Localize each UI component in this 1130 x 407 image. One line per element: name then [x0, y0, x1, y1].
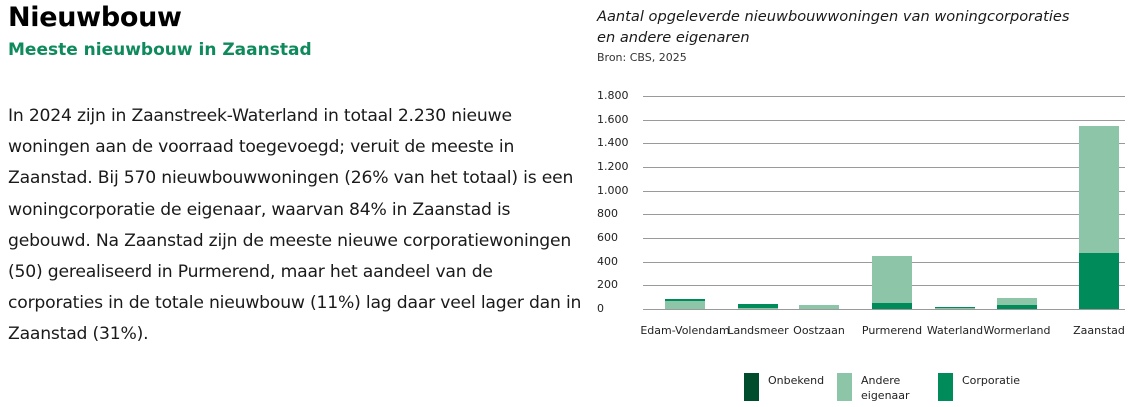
legend-swatch [744, 373, 759, 401]
y-tick-label: 600 [597, 231, 618, 244]
chart-title-line2: en andere eigenaren [597, 29, 750, 46]
x-tick-label: Oostzaan [793, 324, 845, 337]
bar-segment-andere-eigenaar [997, 297, 1037, 306]
y-tick-label: 1.600 [597, 113, 629, 126]
bar-segment-andere-eigenaar [935, 308, 975, 309]
chart-source: Bron: CBS, 2025 [597, 51, 687, 64]
bar-segment-corporatie [872, 303, 912, 309]
page-subtitle: Meeste nieuwbouw in Zaanstad [8, 40, 312, 60]
bar-segment-corporatie [1079, 252, 1119, 309]
bar-edam-volendam [665, 298, 705, 309]
y-tick-label: 400 [597, 255, 618, 268]
y-tick-label: 1.200 [597, 160, 629, 173]
y-tick-label: 1.800 [597, 89, 629, 102]
gridline [643, 191, 1125, 192]
gridline [643, 120, 1125, 121]
legend-label: Corporatie [962, 374, 1021, 387]
gridline [643, 96, 1125, 97]
bar-segment-andere-eigenaar [1079, 125, 1119, 253]
bar-segment-andere-eigenaar [665, 300, 705, 309]
chart-title: Aantal opgeleverde nieuwbouwwoningen van… [597, 6, 1070, 48]
legend-label: Andere eigenaar [861, 374, 910, 402]
page-title: Nieuwbouw [8, 2, 182, 33]
bar-zaanstad [1079, 125, 1119, 309]
body-paragraph: In 2024 zijn in Zaanstreek-Waterland in … [8, 106, 582, 345]
bar-segment-andere-eigenaar [738, 307, 778, 309]
y-tick-label: 1.000 [597, 184, 629, 197]
bar-oostzaan [799, 305, 839, 309]
bar-wormerland [997, 297, 1037, 309]
x-tick-label: Waterland [926, 324, 984, 337]
bar-waterland [935, 306, 975, 309]
bar-segment-andere-eigenaar [799, 305, 839, 309]
x-tick-label: Zaanstad [1073, 324, 1125, 337]
y-tick-label: 1.400 [597, 136, 629, 149]
legend-swatch [837, 373, 852, 401]
gridline [643, 143, 1125, 144]
legend-label: Onbekend [768, 374, 825, 387]
chart-title-line1: Aantal opgeleverde nieuwbouwwoningen van… [597, 8, 1070, 25]
bar-segment-corporatie [665, 298, 705, 301]
legend-swatch [938, 373, 953, 401]
bar-segment-corporatie [935, 306, 975, 309]
gridline [643, 167, 1125, 168]
gridline [643, 309, 1125, 310]
x-tick-label: Landsmeer [727, 324, 789, 337]
x-tick-label: Purmerend [861, 324, 923, 337]
y-tick-label: 200 [597, 278, 618, 291]
x-tick-label: Edam-Volendam [640, 324, 730, 337]
x-tick-label: Wormerland [983, 324, 1051, 337]
gridline [643, 214, 1125, 215]
bar-segment-corporatie [738, 303, 778, 308]
bar-segment-andere-eigenaar [872, 255, 912, 304]
gridline [643, 238, 1125, 239]
bar-segment-corporatie [997, 305, 1037, 309]
bar-purmerend [872, 255, 912, 309]
y-tick-label: 800 [597, 207, 618, 220]
y-tick-label: 0 [597, 302, 604, 315]
bar-landsmeer [738, 303, 778, 309]
